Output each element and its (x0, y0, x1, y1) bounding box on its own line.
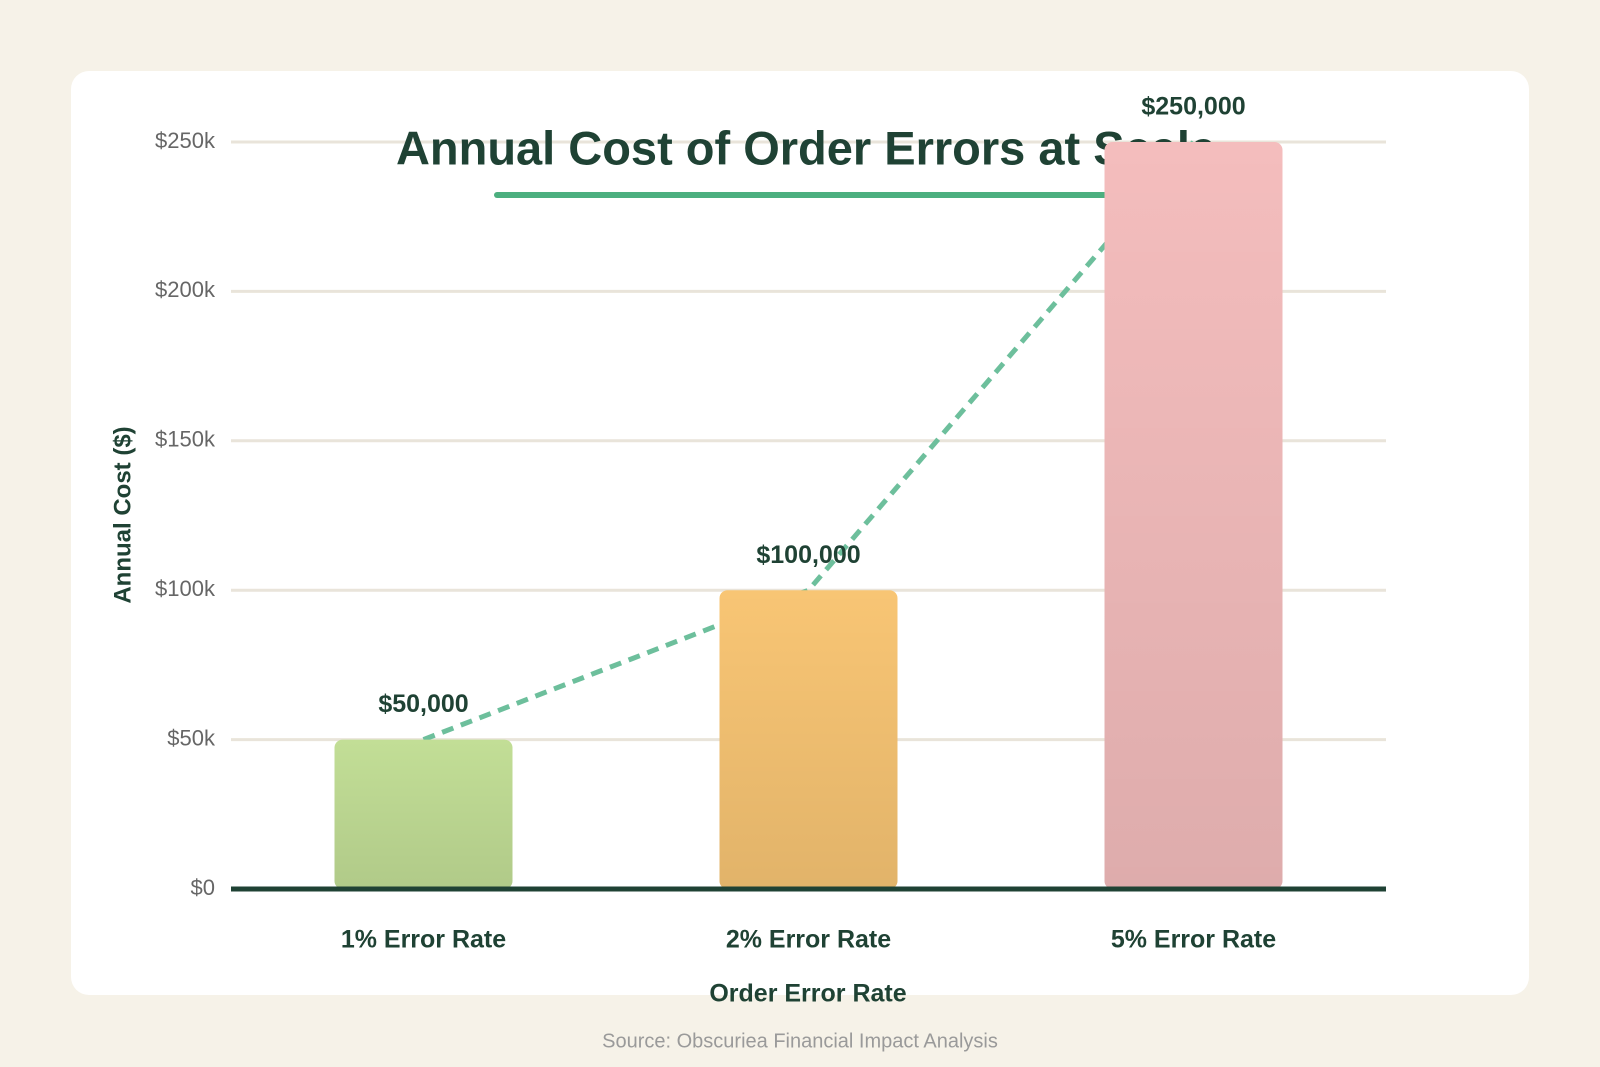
y-tick-label: $0 (191, 875, 215, 900)
source: Source: Obscuriea Financial Impact Analy… (602, 1030, 998, 1052)
x-axis-label: Order Error Rate (709, 980, 906, 1008)
y-tick-label: $200k (155, 277, 216, 302)
y-tick-label: $250k (155, 128, 216, 153)
plot: $50,000 1% Error Rate $100,000 2% Error Rat… (231, 93, 1386, 954)
x-tick-label: 5% Error Rate (1111, 926, 1276, 954)
chart-title: Annual Cost of Order Errors at Scale (396, 121, 1216, 174)
y-tick-label: $50k (167, 725, 216, 750)
title-underline (494, 192, 1118, 198)
value-label: $100,000 (756, 541, 860, 569)
x-tick-label: 1% Error Rate (341, 926, 506, 954)
y-axis-label: Annual Cost ($) (109, 426, 136, 603)
y-tick-label: $150k (155, 427, 216, 452)
bar-shade (719, 590, 898, 889)
bar-shade (334, 739, 513, 889)
value-label: $50,000 (378, 690, 468, 718)
x-tick-label: 2% Error Rate (726, 926, 891, 954)
trend-line (422, 140, 1196, 742)
y-tick-label: $100k (155, 576, 216, 601)
value-label: $250,000 (1141, 93, 1245, 121)
bar-shade (1104, 142, 1283, 889)
